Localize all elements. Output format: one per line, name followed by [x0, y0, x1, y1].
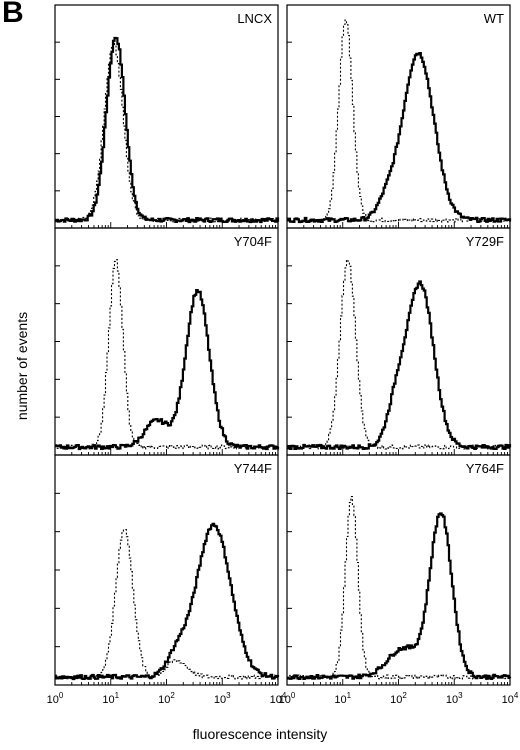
panel-label: LNCX	[237, 11, 272, 26]
dotted-histogram	[287, 259, 511, 450]
dotted-histogram	[55, 529, 279, 680]
x-tick-label: 100	[47, 691, 64, 706]
solid-histogram	[287, 512, 512, 680]
solid-histogram	[287, 52, 512, 224]
histogram-panel-wt: WT	[286, 4, 512, 229]
panel-label: Y744F	[234, 461, 272, 476]
x-tick-label: 101	[102, 691, 119, 706]
dotted-histogram	[55, 42, 279, 223]
x-tick-label: 102	[390, 691, 407, 706]
panel-label: Y704F	[234, 234, 272, 249]
x-tick-label: 101	[334, 691, 351, 706]
histogram-panel-y744f: Y744F	[54, 454, 280, 686]
dotted-histogram	[287, 496, 511, 680]
x-tick-label: 103	[446, 691, 463, 706]
panel-letter: B	[2, 0, 24, 29]
solid-histogram	[55, 522, 280, 681]
panel-label: Y764F	[466, 461, 504, 476]
dotted-histogram	[287, 19, 511, 223]
x-axis-label: fluorescence intensity	[192, 726, 328, 742]
histogram-panel-y729f: Y729F	[286, 227, 512, 456]
solid-histogram	[55, 289, 280, 451]
x-tick-label: 104	[270, 691, 287, 706]
panel-label: Y729F	[466, 234, 504, 249]
panel-frame	[286, 4, 511, 229]
panel-label: WT	[484, 11, 504, 26]
solid-histogram	[55, 36, 280, 224]
histogram-panel-y764f: Y764F	[286, 454, 512, 686]
x-tick-label: 100	[279, 691, 296, 706]
x-tick-label: 102	[158, 691, 175, 706]
x-tick-label: 103	[214, 691, 231, 706]
solid-histogram	[287, 280, 512, 450]
panel-frame	[286, 227, 511, 456]
panel-frame	[54, 4, 279, 229]
histogram-panel-lncx: LNCX	[54, 4, 280, 229]
x-tick-label: 104	[502, 691, 519, 706]
histogram-panel-y704f: Y704F	[54, 227, 280, 456]
